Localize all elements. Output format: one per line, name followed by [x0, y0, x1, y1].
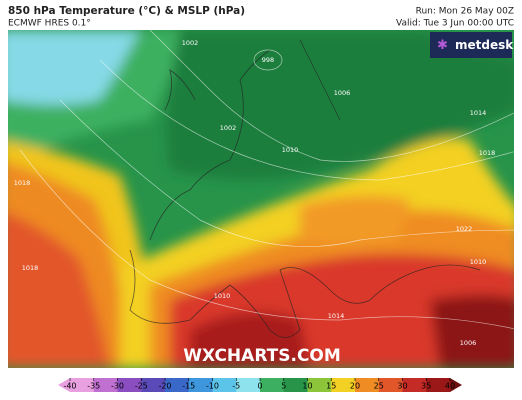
colorbar-tick-label: -30 [111, 382, 124, 391]
colorbar-segment [331, 378, 356, 392]
isobar-label: 1010 [470, 258, 487, 266]
run-time: Run: Mon 26 May 00Z [416, 7, 514, 17]
colorbar-segment [117, 378, 142, 392]
isobar-label: 1014 [470, 109, 487, 117]
model: ECMWF HRES 0.1° [8, 19, 91, 29]
colorbar-arrow [450, 378, 462, 392]
isobar-label: 1018 [22, 264, 39, 272]
colorbar-segment [378, 378, 403, 392]
colorbar-segment [212, 378, 237, 392]
colorbar-tick-label: 10 [302, 382, 312, 391]
watermark: WXCHARTS.COM [183, 346, 341, 366]
logo-box [430, 32, 512, 58]
isobar-label: 1006 [460, 339, 477, 347]
colorbar-tick-label: 15 [326, 382, 336, 391]
isobar-label: 1014 [328, 312, 345, 320]
colorbar-tick-label: 30 [397, 382, 407, 391]
isobar-label: 1022 [456, 225, 473, 233]
colorbar-tick-label: 40 [445, 382, 455, 391]
colorbar-tick-label: -40 [63, 382, 76, 391]
isobar-label: 1002 [182, 39, 199, 47]
colorbar-segment [93, 378, 118, 392]
isobar-label: 1018 [14, 179, 31, 187]
colorbar-tick-label: -35 [87, 382, 100, 391]
logo-icon: ✱ [437, 38, 448, 53]
colorbar-tick-label: -5 [232, 382, 240, 391]
isobar-label: 1010 [214, 292, 231, 300]
colorbar-segment [260, 378, 285, 392]
isobar-label: 1002 [220, 124, 237, 132]
valid-time: Valid: Tue 3 Jun 00:00 UTC [396, 19, 514, 29]
isobar-label: 1018 [479, 149, 496, 157]
colorbar-tick-label: 35 [421, 382, 431, 391]
colorbar-tick-label: 25 [374, 382, 384, 391]
map-field [8, 30, 514, 368]
isobar-labels: 1002 998 1006 1002 1010 1014 1018 1018 1022 1010 1… [14, 39, 496, 347]
colorbar-arrow [58, 378, 70, 392]
colorbar-segment [402, 378, 427, 392]
title: 850 hPa Temperature (°C) & MSLP (hPa) [8, 5, 245, 17]
isobar-label: 998 [262, 56, 274, 64]
colorbar: -40 -35 -30 -25 -20 -15 -10 -5 0 5 10 15 20 25 30 35 40 [58, 378, 462, 392]
logo: metdesk [455, 38, 514, 52]
colorbar-segment [70, 378, 95, 392]
colorbar-segment [307, 378, 332, 392]
colorbar-tick-label: 20 [350, 382, 360, 391]
colorbar-tick-label: -15 [182, 382, 195, 391]
isobar-label: 1010 [282, 146, 299, 154]
colorbar-tick-label: 0 [257, 382, 262, 391]
colorbar-tick-label: -25 [135, 382, 148, 391]
colorbar-segment [236, 378, 261, 392]
colorbar-segment [188, 378, 213, 392]
colorbar-tick-label: -10 [206, 382, 219, 391]
colorbar-tick-label: 5 [281, 382, 286, 391]
colorbar-tick-label: -20 [158, 382, 171, 391]
isobar-label: 1006 [334, 89, 351, 97]
colorbar-segment [165, 378, 190, 392]
colorbar-segment [355, 378, 380, 392]
colorbar-segment [283, 378, 308, 392]
colorbar-segment [426, 378, 451, 392]
colorbar-segment [141, 378, 166, 392]
